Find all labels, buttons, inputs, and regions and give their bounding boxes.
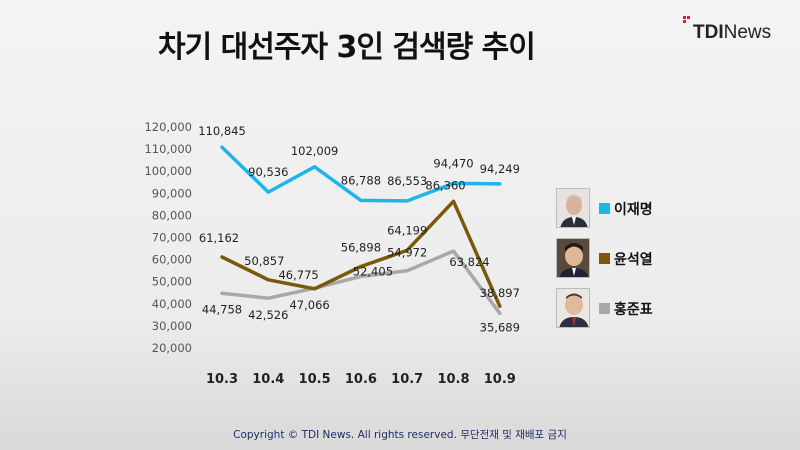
data-label-yoon: 64,199 bbox=[387, 223, 427, 237]
data-label-hong: 52,405 bbox=[353, 264, 393, 278]
legend-swatch-yoon bbox=[599, 253, 610, 264]
logo-text: TDINews bbox=[693, 22, 771, 44]
data-label-lee: 110,845 bbox=[198, 124, 246, 138]
legend-swatch-hong bbox=[599, 303, 610, 314]
x-tick-label: 10.5 bbox=[299, 372, 331, 387]
data-label-hong: 42,526 bbox=[248, 308, 288, 322]
x-tick-label: 10.6 bbox=[345, 372, 377, 387]
data-label-yoon: 61,162 bbox=[199, 231, 239, 245]
y-tick-label: 70,000 bbox=[152, 231, 192, 245]
data-label-yoon: 86,360 bbox=[425, 178, 465, 192]
legend-item-yoon: 윤석열 bbox=[556, 238, 653, 278]
data-label-hong: 35,689 bbox=[480, 320, 520, 334]
y-tick-label: 80,000 bbox=[152, 208, 192, 222]
x-tick-label: 10.8 bbox=[437, 372, 469, 387]
tdi-news-logo: TDINews bbox=[683, 14, 793, 44]
hong-portrait-icon bbox=[556, 288, 590, 328]
chart-title: 차기 대선주자 3인 검색량 추이 bbox=[158, 30, 536, 65]
x-axis: 10.3 10.4 10.5 10.6 10.7 10.8 10.9 bbox=[206, 372, 516, 387]
y-tick-label: 90,000 bbox=[152, 186, 192, 200]
data-label-lee: 102,009 bbox=[291, 144, 339, 158]
yoon-portrait-icon bbox=[556, 238, 590, 278]
data-label-lee: 94,249 bbox=[480, 162, 520, 176]
data-label-yoon: 50,857 bbox=[244, 254, 284, 268]
legend-label-lee: 이재명 bbox=[614, 202, 653, 218]
y-tick-label: 20,000 bbox=[152, 341, 192, 355]
y-tick-label: 40,000 bbox=[152, 297, 192, 311]
data-label-yoon: 46,775 bbox=[278, 268, 318, 282]
logo-text-light: News bbox=[723, 22, 772, 43]
legend-item-lee: 이재명 bbox=[556, 188, 653, 228]
y-tick-label: 50,000 bbox=[152, 275, 192, 289]
data-label-hong: 44,758 bbox=[202, 302, 242, 316]
data-label-lee: 90,536 bbox=[248, 165, 288, 179]
data-label-hong: 63,824 bbox=[449, 255, 489, 269]
data-label-yoon: 38,897 bbox=[480, 286, 520, 300]
data-label-hong: 47,066 bbox=[289, 298, 329, 312]
y-tick-label: 30,000 bbox=[152, 319, 192, 333]
y-tick-label: 120,000 bbox=[144, 120, 192, 134]
series-lines bbox=[220, 145, 502, 316]
x-tick-label: 10.7 bbox=[391, 372, 423, 387]
data-label-lee: 94,470 bbox=[433, 156, 473, 170]
data-label-lee: 86,553 bbox=[387, 174, 427, 188]
logo-text-bold: TDI bbox=[693, 22, 724, 43]
copyright-footer: Copyright © TDI News. All rights reserve… bbox=[233, 429, 567, 441]
legend-label-yoon: 윤석열 bbox=[614, 252, 653, 268]
data-label-lee: 86,788 bbox=[341, 173, 381, 187]
data-label-yoon: 56,898 bbox=[341, 240, 381, 254]
data-label-hong: 54,972 bbox=[387, 246, 427, 260]
lee-portrait-icon bbox=[556, 188, 590, 228]
x-tick-label: 10.4 bbox=[252, 372, 284, 387]
y-tick-label: 110,000 bbox=[144, 142, 192, 156]
legend-label-hong: 홍준표 bbox=[614, 302, 653, 318]
x-tick-label: 10.3 bbox=[206, 372, 238, 387]
y-tick-label: 100,000 bbox=[144, 164, 192, 178]
logo-mark-icon bbox=[683, 16, 690, 23]
legend-swatch-lee bbox=[599, 203, 610, 214]
y-axis: 20,000 30,000 40,000 50,000 60,000 70,000 80,0… bbox=[144, 120, 192, 355]
legend-item-hong: 홍준표 bbox=[556, 288, 653, 328]
x-tick-label: 10.9 bbox=[484, 372, 516, 387]
y-tick-label: 60,000 bbox=[152, 253, 192, 267]
